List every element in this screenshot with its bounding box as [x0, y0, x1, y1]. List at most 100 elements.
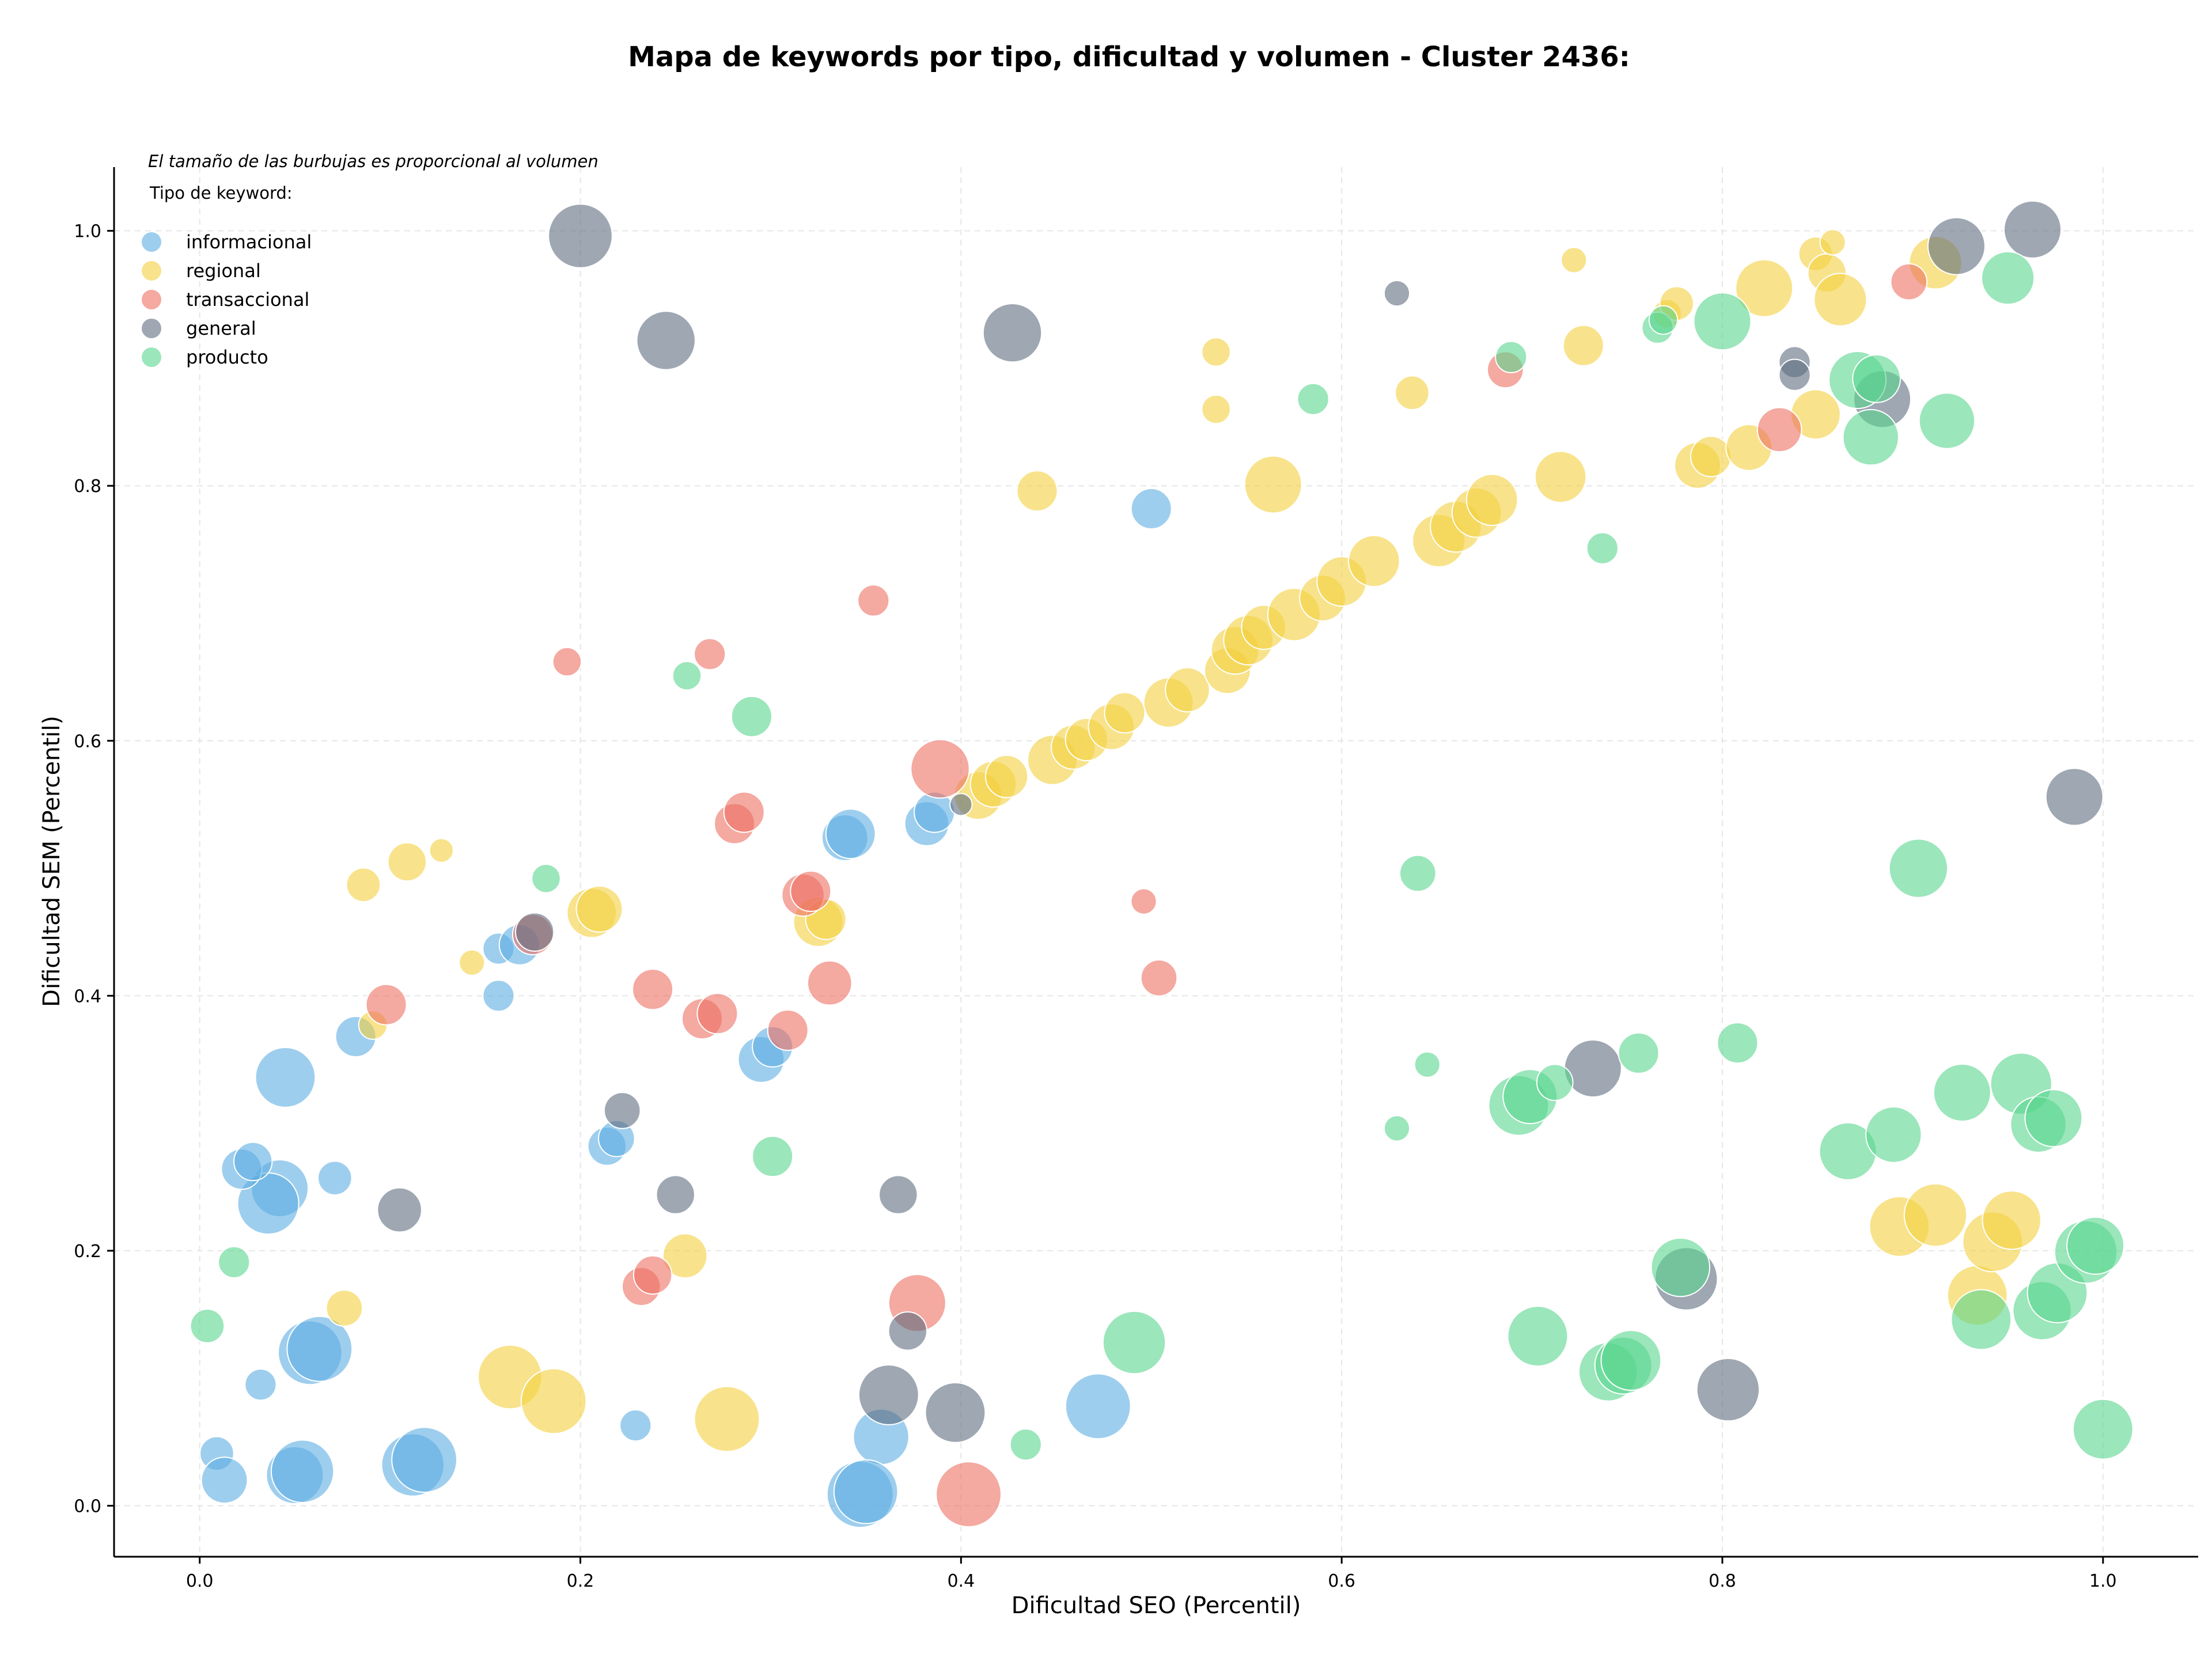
bubble-producto [2066, 1216, 2125, 1275]
bubble-producto [1933, 1064, 1991, 1122]
bubble-informacional [270, 1439, 335, 1503]
bubble-transaccional [1756, 407, 1802, 453]
bubble-general [548, 203, 613, 268]
bubble-producto [1586, 532, 1619, 565]
bubble-transaccional [767, 1009, 809, 1051]
bubble-producto [1618, 1032, 1660, 1074]
bubble-producto [1950, 1289, 2012, 1350]
bubble-regional [387, 842, 427, 882]
bubble-general [1778, 358, 1811, 391]
bubble-regional [1016, 470, 1058, 512]
bubble-transaccional [696, 993, 738, 1035]
bubble-regional [984, 755, 1029, 799]
bubble-informacional [255, 1047, 316, 1108]
x-tick-label: 0.8 [1709, 1571, 1736, 1591]
bubble-regional [1813, 273, 1868, 327]
bubble-transaccional [807, 960, 853, 1006]
bubble-transaccional [857, 584, 890, 617]
bubble-general [1383, 280, 1411, 307]
bubble-regional [1244, 455, 1302, 514]
bubble-transaccional [790, 870, 832, 912]
bubble-general [1927, 217, 1986, 275]
bubble-general [1696, 1357, 1760, 1422]
bubble-informacional [1130, 488, 1172, 529]
bubble-producto [730, 695, 772, 737]
x-tick-label: 1.0 [2089, 1571, 2117, 1591]
bubble-producto [1507, 1306, 1569, 1367]
bubble-regional [1735, 259, 1794, 317]
bubble-regional [694, 1386, 760, 1452]
legend-marker-general [142, 319, 161, 338]
bubble-informacional [833, 1459, 899, 1524]
bubble-informacional [200, 1456, 248, 1504]
bubble-transaccional [694, 638, 726, 671]
bubble-producto [1383, 1115, 1411, 1142]
bubble-transaccional [723, 791, 765, 833]
y-tick-label: 0.8 [74, 476, 101, 497]
bubble-regional [1562, 324, 1604, 366]
legend-marker-regional [142, 261, 161, 281]
bubbles [190, 200, 2134, 1528]
x-tick-label: 0.6 [1328, 1571, 1355, 1591]
bubble-size-note: El tamaño de las burbujas es proporciona… [148, 152, 599, 171]
bubble-general [656, 1175, 695, 1214]
bubble-regional [575, 886, 623, 933]
bubble-general [858, 1364, 919, 1425]
legend-marker-informacional [142, 232, 161, 252]
series-general [377, 200, 2104, 1443]
bubble-regional [1690, 436, 1732, 478]
bubble-producto [218, 1246, 251, 1278]
bubble-regional [1348, 535, 1400, 588]
bubble-informacional [244, 1368, 277, 1401]
bubble-regional [1104, 692, 1146, 734]
chart-title: Mapa de keywords por tipo, dificultad y … [628, 41, 1630, 73]
series-transaccional [365, 263, 1928, 1528]
legend-title: Tipo de keyword: [149, 183, 293, 203]
bubble-producto [1600, 1330, 1662, 1391]
series-informacional [199, 488, 1172, 1528]
bubble-regional [1395, 375, 1430, 411]
bubble-regional [1982, 1190, 2041, 1250]
y-tick-label: 1.0 [74, 222, 101, 242]
bubble-general [603, 1092, 641, 1129]
bubble-regional [1819, 229, 1846, 256]
bubble-regional [520, 1368, 587, 1435]
bubble-producto [1888, 838, 1949, 898]
bubble-general [982, 303, 1043, 363]
bubble-informacional [391, 1427, 457, 1493]
legend-label-transaccional: transaccional [186, 289, 309, 311]
bubble-producto [1842, 408, 1899, 466]
bubble-producto [1297, 383, 1330, 415]
bubble-producto [1650, 1238, 1711, 1297]
bubble-regional [325, 1289, 363, 1327]
axes: 0.0 0.2 0.4 0.6 0.8 1.0 0.0 0.2 0.4 0.6 0.8 1.0 [74, 167, 2198, 1591]
bubble-regional [1534, 451, 1587, 504]
bubble-producto [1693, 292, 1752, 351]
legend-marker-producto [142, 347, 161, 367]
x-axis-label: Dificultad SEO (Percentil) [1012, 1592, 1301, 1619]
y-axis-label: Dificultad SEM (Percentil) [39, 716, 65, 1007]
bubble-transaccional [365, 983, 407, 1026]
bubble-producto [672, 661, 702, 691]
bubble-informacional [233, 1141, 273, 1182]
legend-label-general: general [186, 317, 256, 339]
bubble-regional [1465, 474, 1518, 526]
bubble-informacional [482, 979, 515, 1012]
bubble-regional [1201, 394, 1231, 425]
bubble-transaccional [632, 1255, 673, 1295]
bubble-transaccional [1130, 888, 1157, 915]
x-tick-label: 0.0 [186, 1571, 214, 1591]
bubble-transaccional [1140, 959, 1178, 997]
bubble-transaccional [1890, 263, 1928, 301]
bubble-general [878, 1175, 918, 1214]
bubble-regional [1165, 667, 1210, 713]
bubble-producto [1399, 854, 1437, 892]
bubble-general [515, 912, 555, 952]
bubble-transaccional [935, 1461, 1002, 1528]
x-tick-label: 0.2 [567, 1571, 594, 1591]
bubble-producto [2024, 1089, 2083, 1148]
bubble-general [925, 1382, 986, 1443]
bubble-informacional [286, 1315, 353, 1382]
legend-marker-transaccional [142, 290, 161, 309]
